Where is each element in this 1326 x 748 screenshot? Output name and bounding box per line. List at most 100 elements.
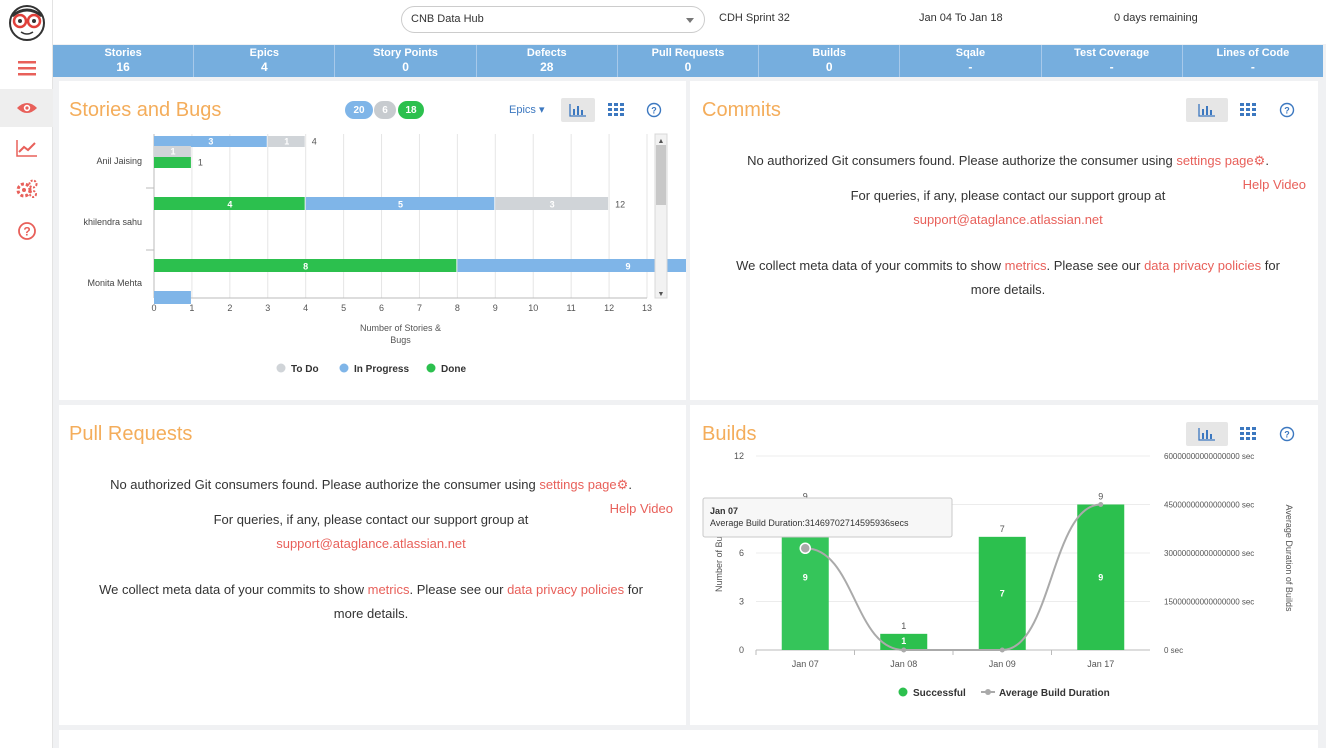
meta-suffix: for [1264, 258, 1280, 273]
bar-segment[interactable] [154, 291, 191, 304]
metric-value: 0 [825, 60, 833, 74]
bar-segment[interactable] [495, 197, 609, 210]
build-bar[interactable] [1077, 504, 1125, 651]
help-icon[interactable]: ? [0, 212, 53, 250]
project-select[interactable]: CNB Data Hub [401, 6, 705, 33]
question-circle-icon[interactable]: ? [1274, 422, 1300, 446]
metric-label: Pull Requests [651, 47, 725, 59]
support-email-link[interactable]: support@ataglance.atlassian.net [276, 536, 466, 551]
avg-duration-point[interactable] [1098, 502, 1104, 507]
metric-label: Builds [812, 47, 847, 59]
bar-inner-label: 7 [1000, 588, 1005, 598]
question-circle-icon[interactable]: ? [1274, 98, 1300, 122]
metric-epics[interactable]: Epics 4 [194, 45, 336, 77]
grid-icon[interactable] [1235, 422, 1261, 446]
legend-label[interactable]: Successful [913, 688, 966, 699]
avg-duration-point[interactable] [901, 647, 907, 653]
builds-panel: Builds ? 0 3 6 9 12 0 sec 15000000000000000 se… [690, 405, 1318, 725]
bar-segment[interactable] [154, 136, 267, 147]
x-axis-title-line2: Bugs [390, 335, 411, 345]
question-circle-icon[interactable]: ? [641, 98, 667, 122]
bar-top-label: 9 [803, 492, 808, 502]
builds-chart: 0 3 6 9 12 0 sec 15000000000000000 sec 30000000… [702, 451, 1294, 699]
settings-page-link[interactable]: settings page [1176, 153, 1254, 168]
grid-icon[interactable] [1235, 98, 1261, 122]
epics-dropdown-label: Epics [509, 104, 536, 116]
legend-label[interactable]: Done [441, 364, 466, 375]
settings-page-link[interactable]: settings page [539, 477, 617, 492]
legend-label[interactable]: Average Build Duration [999, 688, 1110, 699]
metric-pull-requests[interactable]: Pull Requests 0 [618, 45, 760, 77]
legend-marker[interactable] [985, 689, 991, 695]
legend-marker[interactable] [426, 363, 436, 373]
line-chart-icon[interactable] [0, 129, 53, 167]
stories-count-pill[interactable]: 20 [345, 101, 373, 119]
bar-segment-label: 8 [303, 262, 308, 272]
panel-title: Stories and Bugs [69, 99, 222, 121]
bar-segment-label: 1 [170, 147, 175, 157]
metrics-link[interactable]: metrics [1004, 258, 1047, 273]
legend-marker[interactable] [898, 687, 908, 697]
panel-title: Builds [702, 423, 757, 445]
legend-label[interactable]: To Do [291, 364, 319, 375]
avg-duration-point[interactable] [799, 542, 811, 554]
support-email-link[interactable]: support@ataglance.atlassian.net [913, 212, 1103, 227]
queries-text: For queries, if any, please contact our … [850, 188, 1166, 203]
avg-duration-point[interactable] [999, 647, 1005, 653]
x-tick-label: 13 [642, 303, 652, 313]
bar-total-label: 4 [312, 137, 317, 147]
scroll-up-icon[interactable]: ▲ [658, 138, 665, 145]
help-video-link[interactable]: Help Video [609, 501, 673, 516]
eye-icon[interactable] [0, 89, 53, 127]
bar-chart-icon[interactable] [561, 98, 595, 122]
scroll-down-icon[interactable]: ▼ [658, 291, 665, 298]
bar-chart-icon[interactable] [1186, 98, 1228, 122]
metric-builds[interactable]: Builds 0 [759, 45, 901, 77]
metric-label: Story Points [373, 47, 438, 59]
svg-text:?: ? [1284, 430, 1290, 440]
legend-label[interactable]: In Progress [354, 364, 409, 375]
sprint-name: CDH Sprint 32 [719, 12, 790, 24]
legend-marker[interactable] [339, 363, 349, 373]
top-bar: CNB Data Hub CDH Sprint 32 Jan 04 To Jan… [53, 0, 1326, 44]
meta-middle: . Please see our [1046, 258, 1141, 273]
done-count-pill[interactable]: 18 [398, 101, 424, 119]
bar-segment-label: 1 [284, 137, 289, 147]
bar-segment[interactable] [154, 197, 305, 210]
legend-marker[interactable] [276, 363, 286, 373]
bar-segment[interactable] [154, 146, 191, 157]
build-bar[interactable] [978, 536, 1026, 650]
menu-icon[interactable] [0, 49, 53, 87]
gears-icon[interactable] [0, 170, 53, 208]
metric-lines-of-code[interactable]: Lines of Code - [1183, 45, 1323, 77]
bar-segment[interactable] [267, 136, 305, 147]
y2-tick-label: 0 sec [1164, 646, 1183, 655]
privacy-policy-link[interactable]: data privacy policies [1144, 258, 1262, 273]
grid-icon[interactable] [603, 98, 629, 122]
metric-story-points[interactable]: Story Points 0 [335, 45, 477, 77]
y-tick-label: 12 [734, 451, 744, 461]
bar-chart-icon[interactable] [1186, 422, 1228, 446]
bar-top-label: 1 [901, 621, 906, 631]
epics-dropdown[interactable]: Epics ▾ [509, 103, 545, 116]
metric-label: Epics [249, 47, 279, 59]
metric-stories[interactable]: Stories 16 [53, 45, 195, 77]
monkey-logo-icon[interactable] [3, 2, 51, 42]
more-details-text: more details. [333, 606, 409, 621]
bar-segment[interactable] [154, 259, 457, 272]
privacy-policy-link[interactable]: data privacy policies [507, 582, 625, 597]
metric-sqale[interactable]: Sqale - [900, 45, 1042, 77]
scrollbar-thumb[interactable] [656, 145, 666, 205]
metrics-link[interactable]: metrics [367, 582, 410, 597]
x-tick-label: 2 [227, 303, 232, 313]
metrics-bar: Stories 16 Epics 4 Story Points 0 Defects 28 Pul… [53, 45, 1323, 77]
metric-test-coverage[interactable]: Test Coverage - [1042, 45, 1183, 77]
build-bar[interactable] [880, 633, 928, 650]
bugs-count-pill[interactable]: 6 [374, 101, 396, 119]
help-video-link[interactable]: Help Video [1242, 177, 1306, 192]
bar-segment[interactable] [457, 259, 686, 272]
metric-defects[interactable]: Defects 28 [477, 45, 618, 77]
bar-segment[interactable] [154, 157, 191, 168]
bar-segment[interactable] [305, 197, 495, 210]
